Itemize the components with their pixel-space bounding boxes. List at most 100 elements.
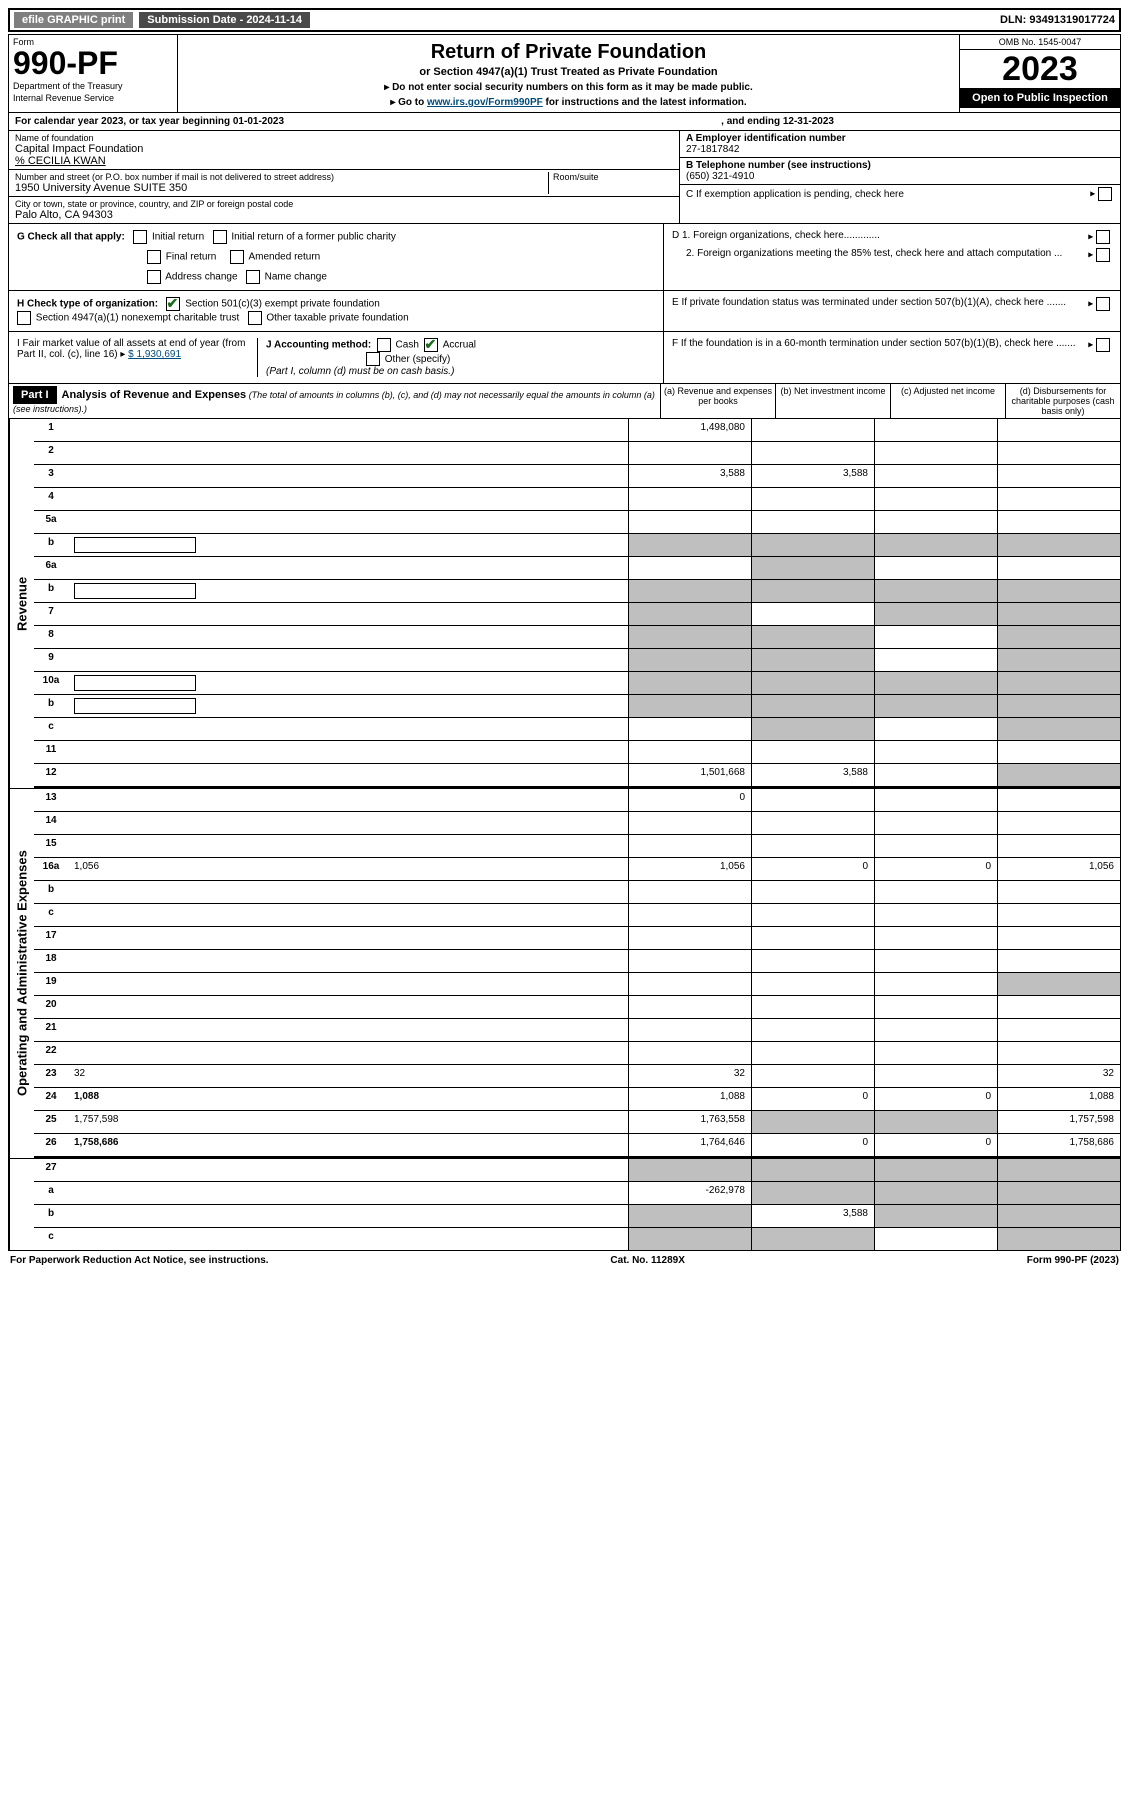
f-checkbox[interactable] [1096,338,1110,352]
g-amended-checkbox[interactable] [230,250,244,264]
g-address-checkbox[interactable] [147,270,161,284]
e-label: E If private foundation status was termi… [672,297,1066,325]
table-row: 9 [34,649,1120,672]
g-initial-public-checkbox[interactable] [213,230,227,244]
value-col-b [751,649,874,671]
value-col-b [751,927,874,949]
value-col-c [874,764,997,786]
value-col-c [874,1205,997,1227]
table-row: 8 [34,626,1120,649]
col-d-header: (d) Disbursements for charitable purpose… [1005,384,1120,418]
g-h-section: G Check all that apply: Initial return I… [8,224,1121,291]
g-name-checkbox[interactable] [246,270,260,284]
h-4947-checkbox[interactable] [17,311,31,325]
value-col-a [628,996,751,1018]
value-col-c [874,973,997,995]
value-col-a [628,812,751,834]
line-number: 12 [34,764,68,786]
value-col-b [751,1065,874,1087]
form-header: Form 990-PF Department of the Treasury I… [8,34,1121,113]
care-of: % CECILIA KWAN [15,155,673,167]
efile-print-button[interactable]: efile GRAPHIC print [14,12,133,28]
value-col-c [874,950,997,972]
value-col-d [997,419,1120,441]
g-initial-checkbox[interactable] [133,230,147,244]
value-col-d [997,973,1120,995]
col-b-header: (b) Net investment income [775,384,890,418]
line-number: 15 [34,835,68,857]
j-cash-checkbox[interactable] [377,338,391,352]
value-col-a [628,488,751,510]
value-col-d [997,580,1120,602]
value-col-c [874,534,997,556]
submission-date: Submission Date - 2024-11-14 [139,12,310,28]
value-col-a [628,1042,751,1064]
h-other-checkbox[interactable] [248,311,262,325]
value-col-b [751,626,874,648]
value-col-b [751,557,874,579]
line-description [68,649,628,671]
value-col-a [628,511,751,533]
value-col-d [997,626,1120,648]
g-final-checkbox[interactable] [147,250,161,264]
line-number: 9 [34,649,68,671]
identity-block: Name of foundation Capital Impact Founda… [8,131,1121,224]
line-number: 2 [34,442,68,464]
value-col-d [997,835,1120,857]
line-description [68,1042,628,1064]
table-row: 15 [34,835,1120,858]
value-col-b [751,488,874,510]
value-col-a [628,881,751,903]
value-col-c [874,580,997,602]
line-number: 10a [34,672,68,694]
form-number: 990-PF [13,47,173,79]
value-col-c [874,741,997,763]
value-col-b [751,1159,874,1181]
table-row: 21 [34,1019,1120,1042]
line-description: 1,088 [68,1088,628,1110]
value-col-d [997,741,1120,763]
line-description [68,950,628,972]
j-other-checkbox[interactable] [366,352,380,366]
line-number: 14 [34,812,68,834]
value-col-a [628,950,751,972]
value-col-b [751,950,874,972]
value-col-c [874,465,997,487]
j-accrual-checkbox[interactable] [424,338,438,352]
value-col-c [874,1111,997,1133]
line-number: 5a [34,511,68,533]
value-col-a [628,557,751,579]
d1-checkbox[interactable] [1096,230,1110,244]
value-col-d: 1,056 [997,858,1120,880]
line-number: 13 [34,789,68,811]
value-col-c [874,812,997,834]
value-col-c [874,649,997,671]
d2-checkbox[interactable] [1096,248,1110,262]
line-description [68,534,628,556]
value-col-b [751,603,874,625]
value-col-b [751,580,874,602]
line-description [68,442,628,464]
value-col-c [874,695,997,717]
line-description [68,465,628,487]
value-col-d [997,695,1120,717]
value-col-d [997,812,1120,834]
line-description [68,1205,628,1227]
table-row: 241,0881,088001,088 [34,1088,1120,1111]
irs-link[interactable]: www.irs.gov/Form990PF [427,97,543,108]
line-number: 22 [34,1042,68,1064]
form-title: Return of Private Foundation [186,41,951,64]
table-row: 16a1,0561,056001,056 [34,858,1120,881]
value-col-c: 0 [874,1134,997,1156]
value-col-b [751,741,874,763]
value-col-a [628,1205,751,1227]
dept-treasury: Department of the Treasury [13,81,173,91]
line-description [68,1159,628,1181]
h-501c3-checkbox[interactable] [166,297,180,311]
line-description [68,603,628,625]
line-number: b [34,695,68,717]
c-checkbox[interactable] [1098,187,1112,201]
value-col-c [874,419,997,441]
e-checkbox[interactable] [1096,297,1110,311]
value-col-a [628,904,751,926]
